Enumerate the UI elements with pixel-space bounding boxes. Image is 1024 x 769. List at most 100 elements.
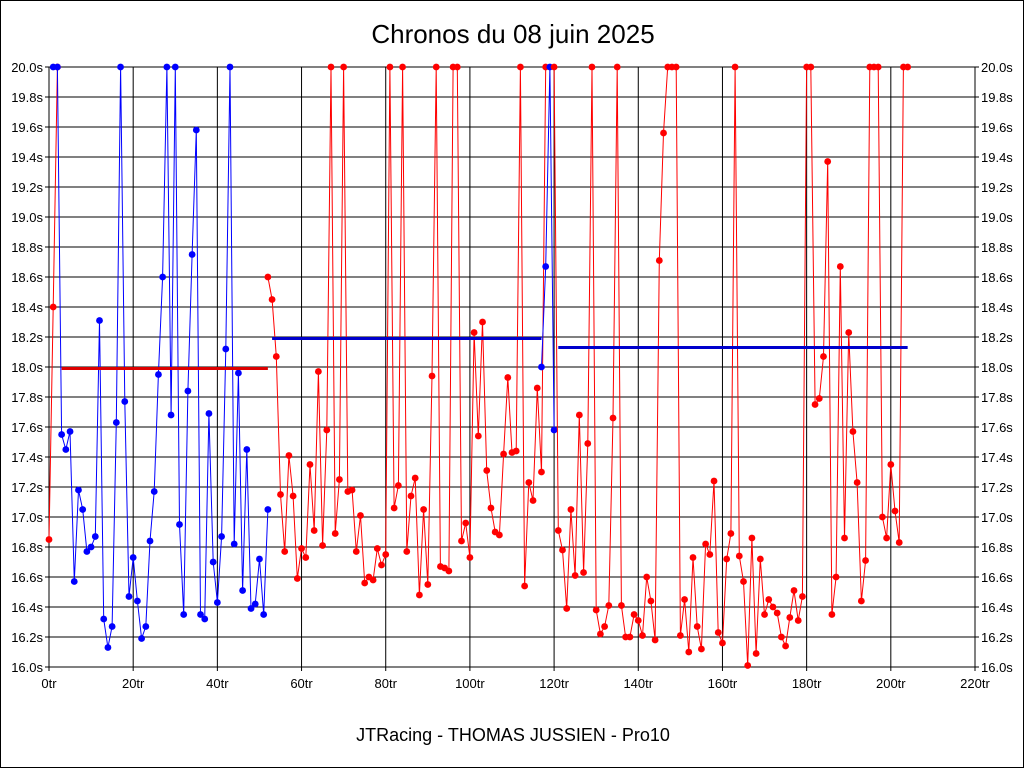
session-2-point	[108, 623, 116, 630]
session-1-line	[48, 66, 58, 540]
session-5-point	[685, 648, 693, 656]
y-tick-label-right: 16.0s	[981, 660, 1013, 675]
session-5-point	[580, 569, 587, 576]
session-5-point	[887, 461, 895, 468]
session-3-point	[361, 579, 369, 587]
session-5-point	[904, 63, 912, 71]
session-3-point	[470, 329, 478, 336]
y-tick-label-left: 17.2s	[11, 480, 43, 495]
session-5-point	[605, 602, 613, 609]
session-3-point	[281, 548, 289, 555]
session-3-point	[416, 591, 423, 599]
x-tick-label: 140tr	[623, 676, 653, 691]
session-5-point	[609, 414, 617, 422]
session-2-point	[125, 593, 133, 600]
y-tick-label-left: 16.2s	[11, 630, 43, 645]
y-tick-label-left: 18.0s	[11, 360, 43, 375]
y-tick-label-right: 19.8s	[981, 90, 1013, 105]
session-2-point	[213, 599, 221, 606]
session-5-point	[571, 572, 579, 579]
session-3-point	[428, 372, 436, 380]
session-3-point	[500, 450, 507, 458]
session-2-point	[159, 273, 167, 281]
session-5-point	[698, 645, 705, 653]
session-5-point	[550, 63, 558, 71]
session-3-point	[517, 63, 524, 71]
session-3-point	[533, 384, 541, 392]
session-2-point	[197, 611, 204, 618]
session-3-point	[306, 461, 314, 468]
session-5-point	[643, 573, 651, 581]
session-3-point	[386, 63, 394, 71]
session-3-point	[310, 527, 318, 534]
session-2-point	[176, 521, 183, 528]
session-5-point	[672, 63, 680, 71]
session-5-point	[639, 632, 646, 639]
session-2-point	[230, 540, 238, 548]
session-2-point	[155, 371, 162, 378]
session-5-point	[618, 602, 625, 609]
session-5-point	[752, 650, 760, 657]
session-5-point	[849, 428, 857, 435]
session-5-point	[613, 63, 621, 71]
session-5-point	[841, 534, 848, 542]
y-tick-label-right: 16.2s	[981, 630, 1013, 645]
y-tick-label-right: 16.4s	[981, 600, 1013, 615]
session-3-point	[504, 374, 512, 381]
session-3-point	[268, 296, 276, 303]
session-2-point	[54, 63, 61, 71]
session-5-point	[584, 440, 592, 447]
y-tick-label-right: 18.8s	[981, 240, 1013, 255]
session-3-point	[285, 452, 293, 459]
session-5-point	[799, 593, 806, 600]
y-tick-label-right: 17.6s	[981, 420, 1013, 435]
y-tick-label-left: 18.8s	[11, 240, 43, 255]
session-3-point	[512, 447, 520, 455]
session-5-point	[769, 603, 777, 611]
session-3-point	[319, 542, 326, 549]
session-5-point	[559, 546, 566, 554]
session-5-point	[811, 401, 819, 408]
session-3-point	[369, 576, 377, 584]
y-tick-label-left: 16.0s	[11, 660, 43, 675]
session-3-point	[293, 575, 301, 582]
session-3-point	[264, 273, 272, 281]
session-5-point	[575, 411, 583, 419]
session-5-point	[895, 539, 903, 546]
session-5-point	[828, 611, 836, 618]
y-tick-label-left: 17.4s	[11, 450, 43, 465]
session-2-point	[260, 611, 268, 618]
y-tick-label-left: 17.0s	[11, 510, 43, 525]
y-tick-label-right: 17.8s	[981, 390, 1013, 405]
session-2-point	[251, 600, 259, 608]
y-tick-label-left: 19.0s	[11, 210, 43, 225]
session-2-point	[192, 126, 200, 134]
session-2-point	[62, 446, 70, 453]
session-2-point	[264, 506, 272, 513]
x-tick-label: 180tr	[792, 676, 822, 691]
session-3-point	[340, 63, 348, 71]
y-tick-label-left: 19.2s	[11, 180, 43, 195]
session-3-point	[420, 506, 428, 513]
y-tick-label-left: 16.4s	[11, 600, 43, 615]
chart-footer: JTRacing - THOMAS JUSSIEN - Pro10	[356, 725, 670, 745]
session-1-point	[49, 303, 57, 311]
session-5-point	[815, 395, 823, 402]
session-5-point	[820, 353, 827, 360]
session-3-point	[474, 432, 482, 440]
x-tick-label: 100tr	[455, 676, 485, 691]
session-3-point	[277, 491, 284, 498]
y-tick-label-right: 16.8s	[981, 540, 1013, 555]
session-3-point	[479, 318, 486, 326]
session-3-point	[483, 467, 491, 474]
session-3-point	[424, 581, 432, 588]
session-5-point	[731, 63, 739, 71]
session-2-point	[256, 555, 263, 563]
session-5-point	[630, 611, 638, 618]
session-5-point	[891, 507, 899, 515]
session-2-point	[201, 615, 209, 623]
chart-title: Chronos du 08 juin 2025	[371, 19, 655, 49]
session-3-line	[267, 66, 547, 596]
session-3-point	[453, 63, 461, 71]
